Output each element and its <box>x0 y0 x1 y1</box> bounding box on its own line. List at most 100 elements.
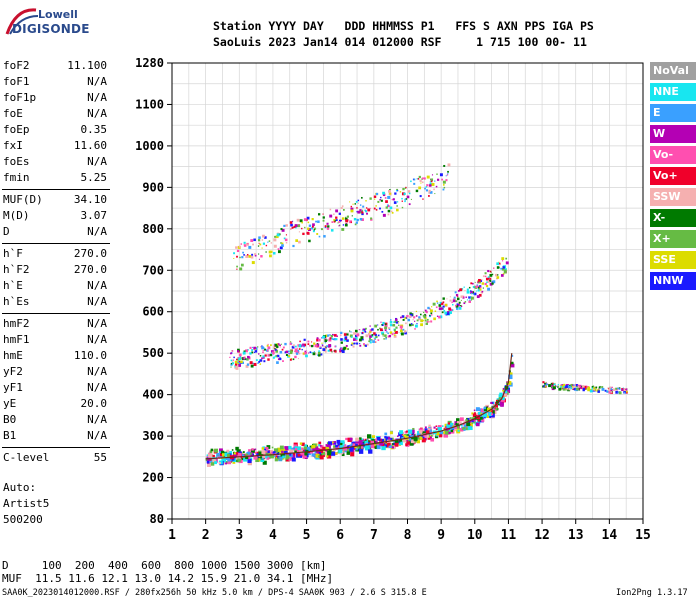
echo-point <box>439 315 443 319</box>
echo-point <box>285 234 288 236</box>
echo-point <box>298 344 302 348</box>
echo-point <box>468 300 471 303</box>
echo-point <box>271 352 273 354</box>
echo-point <box>405 198 408 200</box>
echo-point <box>329 214 333 218</box>
echo-point <box>298 240 301 244</box>
echo-point <box>417 437 420 440</box>
echo-point <box>402 187 405 191</box>
param-row: h`E N/A <box>3 279 107 295</box>
echo-point <box>237 361 241 365</box>
echo-point <box>223 462 226 465</box>
echo-point <box>396 208 399 212</box>
echo-point <box>253 362 257 366</box>
echo-point <box>339 349 342 352</box>
echo-point <box>383 338 385 340</box>
echo-point <box>355 221 358 224</box>
echo-point <box>335 446 339 450</box>
echo-point <box>379 328 383 332</box>
echo-point <box>216 452 220 456</box>
echo-point <box>292 448 295 451</box>
param-key: D <box>3 225 10 238</box>
echo-point <box>375 341 377 343</box>
echo-point <box>243 358 246 360</box>
legend-item: SSE <box>650 251 696 269</box>
echo-point <box>294 350 296 353</box>
echo-point <box>277 358 280 361</box>
echo-point <box>452 299 456 303</box>
echo-point <box>310 450 313 454</box>
echo-point <box>359 329 361 331</box>
echo-point <box>240 360 243 364</box>
param-value: N/A <box>87 381 107 394</box>
echo-point <box>247 458 252 464</box>
echo-point <box>374 445 379 450</box>
echo-point <box>387 213 390 216</box>
echo-point <box>406 434 410 438</box>
echo-point <box>462 296 465 299</box>
echo-point <box>419 195 422 198</box>
echo-point <box>356 333 360 337</box>
echo-point <box>258 253 260 255</box>
echo-point <box>598 388 600 390</box>
param-row: yE 20.0 <box>3 397 107 413</box>
y-tick-label: 1000 <box>135 139 164 153</box>
echo-point <box>608 391 611 394</box>
echo-point <box>592 388 595 391</box>
echo-point <box>445 175 447 177</box>
echo-point <box>402 318 405 321</box>
echo-point <box>325 451 329 455</box>
echo-point <box>387 209 391 213</box>
echo-point <box>366 343 369 346</box>
footer-file-info: SAA0K_2023014012000.RSF / 280fx256h 50 k… <box>2 588 427 598</box>
echo-point <box>376 336 378 338</box>
echo-point <box>312 448 316 452</box>
echo-point <box>254 350 258 353</box>
echo-point <box>369 197 372 200</box>
echo-point <box>230 366 232 368</box>
param-value: 11.100 <box>67 59 107 72</box>
echo-point <box>241 361 244 364</box>
echo-point <box>252 362 254 365</box>
echo-point <box>243 244 247 247</box>
echo-point <box>485 284 489 288</box>
echo-point <box>371 339 373 341</box>
legend-item: NoVal <box>650 62 696 80</box>
echo-point <box>398 441 403 446</box>
echo-point <box>395 318 398 321</box>
echo-point <box>288 350 290 353</box>
echo-point <box>236 249 240 253</box>
legend-item: W <box>650 125 696 143</box>
echo-point <box>441 178 444 181</box>
echo-point <box>302 455 305 457</box>
echo-point <box>395 190 398 192</box>
echo-point <box>400 328 402 330</box>
echo-point <box>375 192 379 196</box>
echo-point <box>351 447 354 450</box>
echo-point <box>404 200 406 203</box>
echo-point <box>456 421 460 424</box>
echo-point <box>565 384 568 386</box>
echo-point <box>476 284 479 287</box>
echo-point <box>507 380 512 385</box>
param-value: 34.10 <box>73 193 107 206</box>
echo-point <box>499 401 504 406</box>
echo-point <box>284 351 287 354</box>
echo-point <box>495 407 498 410</box>
echo-point <box>414 320 416 322</box>
y-tick-label: 200 <box>142 471 164 485</box>
echo-point <box>258 236 261 239</box>
echo-point <box>348 450 352 453</box>
echo-point <box>501 260 504 262</box>
x-tick-label: 2 <box>202 528 210 543</box>
echo-point <box>617 391 620 394</box>
echo-point <box>313 342 316 345</box>
echo-point <box>410 323 413 325</box>
echo-point <box>330 451 336 456</box>
echo-point <box>446 298 448 300</box>
echo-point <box>294 355 297 359</box>
echo-point <box>542 381 545 384</box>
footer-distance-row: D 100 200 400 600 800 1000 1500 3000 [km… <box>2 559 327 572</box>
echo-point <box>314 450 317 454</box>
echo-point <box>375 442 380 447</box>
